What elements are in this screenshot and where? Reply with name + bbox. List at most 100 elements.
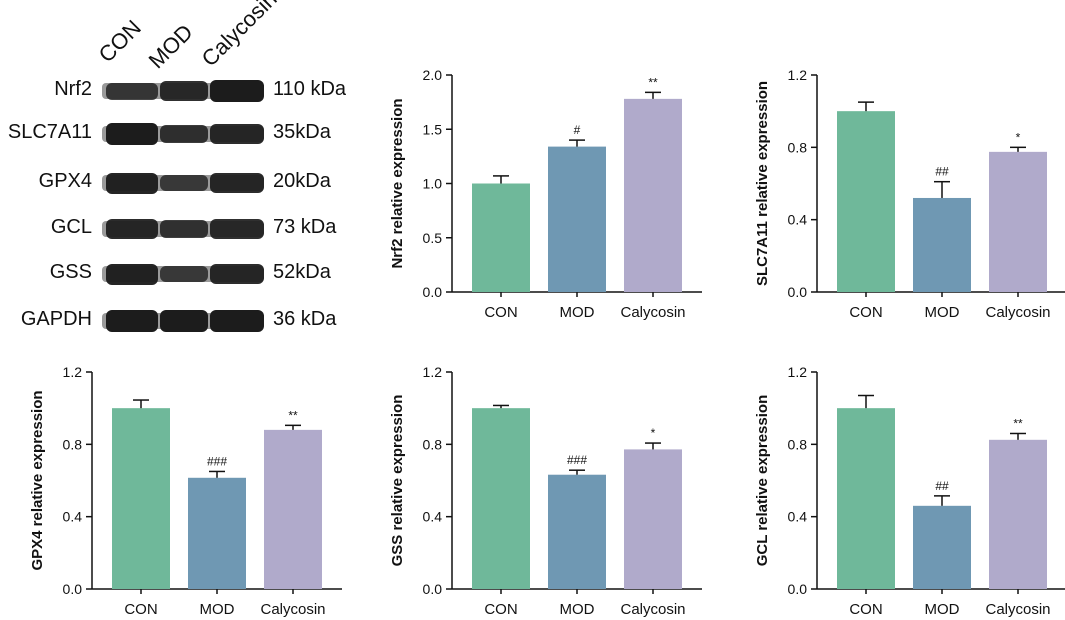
y-tick-label: 0.8: [63, 436, 83, 452]
x-tick-label-calycosin: Calycosin: [985, 601, 1050, 618]
kda-label-nrf2: 110 kDa: [273, 78, 347, 100]
x-tick-label-mod: MOD: [925, 601, 960, 618]
band-nrf2-calycosin: [210, 80, 264, 102]
bar-con: [837, 111, 895, 292]
y-axis-label: GPX4 relative expression: [29, 390, 46, 570]
y-tick-label: 0.0: [788, 284, 808, 300]
western-blot-panel: CON MOD Calycosin Nrf2 110 kDa SLC7A11 35kD…: [0, 0, 380, 350]
band-nrf2-mod: [160, 81, 208, 101]
protein-label-nrf2: Nrf2: [54, 78, 92, 100]
significance-marker-calycosin: *: [651, 426, 656, 440]
y-tick-label: 0.4: [423, 509, 443, 525]
significance-marker-mod: ###: [207, 454, 227, 468]
bar-mod: [913, 197, 971, 292]
band-gpx4-con: [106, 173, 158, 194]
bar-con: [837, 408, 895, 589]
y-tick-label: 0.0: [63, 581, 83, 597]
y-axis-label: SLC7A11 relative expression: [754, 81, 771, 286]
bar-calycosin: [264, 429, 322, 589]
y-tick-label: 1.2: [423, 364, 443, 380]
y-tick-label: 0.8: [423, 436, 443, 452]
x-tick-label-con: CON: [124, 601, 157, 618]
x-tick-label-calycosin: Calycosin: [620, 601, 685, 618]
band-gcl-calycosin: [210, 219, 264, 239]
band-row-nrf2: [102, 80, 264, 102]
y-tick-label: 0.5: [423, 230, 443, 246]
bar-con: [472, 408, 530, 589]
protein-label-gapdh: GAPDH: [20, 308, 92, 330]
band-gpx4-calycosin: [210, 173, 264, 193]
lane-label-con: CON: [93, 15, 146, 68]
band-gcl-mod: [160, 220, 208, 238]
x-tick-label-con: CON: [484, 601, 517, 618]
band-slc7a11-calycosin: [210, 124, 264, 144]
x-tick-label-calycosin: Calycosin: [260, 601, 325, 618]
kda-label-gpx4: 20kDa: [273, 170, 331, 192]
y-tick-label: 0.0: [423, 581, 443, 597]
bar-calycosin: [989, 439, 1047, 589]
kda-label-gss: 52kDa: [273, 261, 331, 283]
band-slc7a11-con: [106, 123, 158, 145]
significance-marker-mod: #: [574, 123, 581, 137]
y-tick-label: 1.2: [788, 364, 808, 380]
x-tick-label-mod: MOD: [925, 304, 960, 321]
y-tick-label: 0.0: [423, 284, 443, 300]
protein-label-gss: GSS: [49, 261, 92, 283]
band-gss-con: [106, 264, 158, 285]
significance-marker-calycosin: **: [1013, 416, 1023, 430]
y-tick-label: 0.8: [788, 139, 808, 155]
protein-label-gpx4: GPX4: [38, 170, 92, 192]
y-tick-label: 1.2: [63, 364, 83, 380]
gss-bar-chart: GSS relative expression 0.0 0.4 0.8 1.2 CON ##…: [389, 364, 702, 618]
x-tick-label-con: CON: [484, 304, 517, 321]
x-tick-label-calycosin: Calycosin: [985, 304, 1050, 321]
band-row-gpx4: [102, 172, 264, 194]
y-tick-label: 0.4: [63, 509, 83, 525]
bar-con: [472, 183, 530, 292]
band-gss-calycosin: [210, 264, 264, 284]
gpx4-bar-chart: GPX4 relative expression 0.0 0.4 0.8 1.2 CON #…: [29, 364, 342, 618]
band-gapdh-calycosin: [210, 310, 264, 332]
bar-con: [112, 408, 170, 589]
slc7a11-bar-chart: SLC7A11 relative expression 0.0 0.4 0.8 1.2 C…: [754, 67, 1065, 321]
bar-calycosin: [989, 151, 1047, 292]
band-gss-mod: [160, 266, 208, 282]
protein-label-slc7a11: SLC7A11: [7, 121, 92, 143]
significance-marker-calycosin: **: [648, 75, 658, 89]
y-axis-label: GSS relative expression: [389, 395, 406, 567]
bar-mod: [548, 146, 606, 292]
x-tick-label-mod: MOD: [560, 304, 595, 321]
band-nrf2-con: [106, 83, 158, 100]
band-row-gcl: [102, 218, 264, 240]
significance-marker-mod: ###: [567, 453, 587, 467]
bar-calycosin: [624, 98, 682, 292]
y-tick-label: 0.8: [788, 436, 808, 452]
y-tick-label: 2.0: [423, 67, 443, 83]
y-tick-label: 0.4: [788, 212, 808, 228]
nrf2-bar-chart: Nrf2 relative expression 0.0 0.5 1.0 1.5 2.0 C…: [389, 67, 702, 321]
band-gapdh-con: [106, 310, 158, 332]
significance-marker-calycosin: *: [1016, 130, 1021, 144]
significance-marker-mod: ##: [935, 165, 949, 179]
gcl-bar-chart: GCL relative expression 0.0 0.4 0.8 1.2 CON ##…: [754, 364, 1065, 618]
band-row-slc7a11: [102, 123, 264, 145]
y-axis-label: GCL relative expression: [754, 395, 771, 566]
bar-calycosin: [624, 449, 682, 589]
significance-marker-mod: ##: [935, 479, 949, 493]
kda-label-gapdh: 36 kDa: [273, 308, 337, 330]
band-row-gapdh: [102, 310, 264, 332]
y-tick-label: 0.0: [788, 581, 808, 597]
x-tick-label-con: CON: [849, 304, 882, 321]
lane-label-mod: MOD: [143, 19, 198, 74]
band-gapdh-mod: [160, 310, 208, 332]
y-tick-label: 0.4: [788, 509, 808, 525]
x-tick-label-mod: MOD: [200, 601, 235, 618]
bar-mod: [548, 474, 606, 589]
band-slc7a11-mod: [160, 125, 208, 143]
band-gcl-con: [106, 219, 158, 239]
y-tick-label: 1.2: [788, 67, 808, 83]
kda-label-gcl: 73 kDa: [273, 216, 337, 238]
kda-label-slc7a11: 35kDa: [273, 121, 331, 143]
significance-marker-calycosin: **: [288, 408, 298, 422]
y-tick-label: 1.0: [423, 176, 443, 192]
